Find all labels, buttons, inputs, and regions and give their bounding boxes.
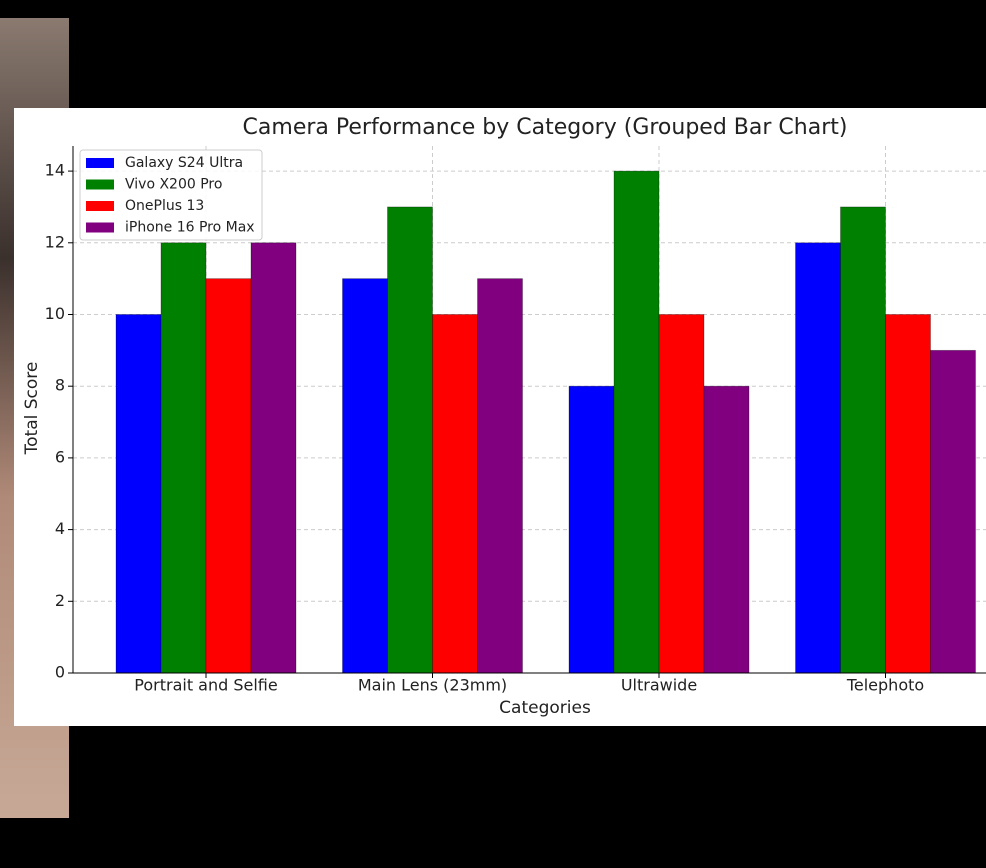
bar — [387, 206, 433, 674]
bar — [885, 314, 931, 674]
bar — [250, 242, 297, 674]
y-tick-label: 14 — [45, 161, 65, 180]
x-tick-label: Main Lens (23mm) — [358, 676, 507, 695]
x-tick-label: Ultrawide — [621, 676, 697, 695]
bar — [568, 385, 615, 674]
legend-label: iPhone 16 Pro Max — [125, 220, 255, 236]
bar — [342, 278, 388, 674]
y-tick-label: 4 — [55, 519, 65, 538]
legend-box — [79, 149, 263, 241]
bar — [930, 349, 976, 674]
legend-label: Vivo X200 Pro — [125, 177, 222, 193]
y-tick-label: 6 — [55, 447, 65, 466]
x-tick-label: Portrait and Selfie — [134, 676, 277, 695]
bar — [115, 314, 162, 674]
y-tick-label: 10 — [45, 304, 65, 323]
y-tick-label: 0 — [55, 663, 65, 682]
bar — [703, 385, 750, 674]
chart-title: Camera Performance by Category (Grouped … — [243, 115, 848, 140]
legend-swatch — [86, 201, 114, 211]
y-tick-label: 12 — [45, 232, 65, 251]
bar — [432, 314, 478, 674]
y-tick-label: 8 — [55, 376, 65, 395]
bar — [205, 278, 252, 674]
bar — [613, 170, 660, 674]
x-tick-label: Telephoto — [846, 676, 924, 695]
bar — [477, 278, 523, 674]
x-axis-label: Categories — [499, 698, 591, 718]
y-axis-label: Total Score — [22, 362, 42, 456]
bar — [840, 206, 886, 674]
legend-label: Galaxy S24 Ultra — [125, 155, 243, 171]
bar — [160, 242, 207, 674]
bar — [658, 314, 705, 674]
legend-swatch — [86, 179, 114, 190]
legend-label: OnePlus 13 — [125, 198, 204, 214]
y-tick-label: 2 — [55, 591, 65, 610]
bar — [795, 242, 841, 674]
legend-swatch — [86, 158, 114, 168]
legend-swatch — [86, 222, 114, 233]
